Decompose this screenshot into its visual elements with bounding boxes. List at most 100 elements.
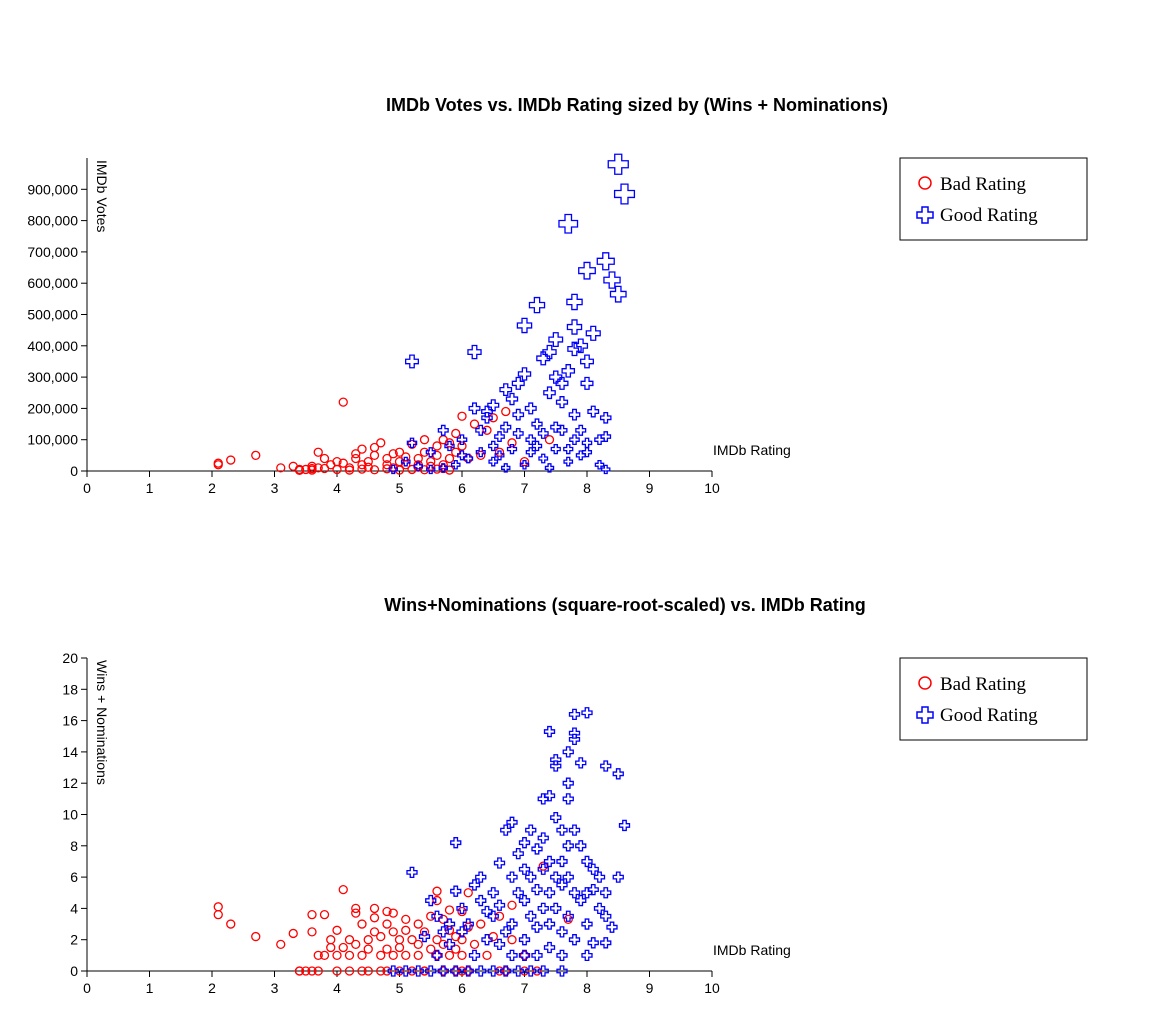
chart1-bad-point bbox=[438, 460, 448, 470]
chart1-good-point bbox=[556, 424, 568, 436]
chart2-bad-point bbox=[438, 939, 448, 950]
chart2-good-point bbox=[500, 824, 512, 836]
chart2-good-point bbox=[481, 934, 493, 946]
chart2-good-point bbox=[562, 793, 574, 805]
chart1-good-point bbox=[468, 402, 481, 415]
chart2-good-point bbox=[493, 899, 506, 911]
chart1-y-tick-label: 0 bbox=[70, 463, 78, 479]
chart2-bad-point bbox=[413, 919, 423, 929]
chart2-good-point bbox=[475, 965, 487, 977]
chart2-bad-point bbox=[251, 931, 261, 942]
chart1-good-point bbox=[594, 434, 605, 446]
chart2-bad-point bbox=[344, 950, 355, 960]
chart2-good-point bbox=[437, 926, 449, 938]
chart1-good-point bbox=[599, 412, 612, 424]
chart2-good-point bbox=[600, 887, 612, 899]
chart1-legend: Bad Rating Good Rating bbox=[899, 157, 1088, 241]
chart1-good-point bbox=[543, 386, 556, 400]
chart2-bad-point bbox=[401, 950, 411, 960]
chart1-good-point bbox=[558, 213, 579, 234]
chart2-bad-point bbox=[288, 928, 298, 939]
chart1-x-tick-label: 2 bbox=[208, 480, 216, 496]
chart2-good-point bbox=[487, 887, 499, 899]
chart2-good-point bbox=[400, 965, 412, 977]
chart1-good-point bbox=[544, 463, 555, 473]
chart1-good-point bbox=[531, 440, 543, 452]
chart2-bad-point bbox=[332, 925, 342, 935]
chart1-good-point bbox=[456, 434, 468, 446]
chart2-good-point bbox=[431, 910, 443, 922]
chart2-good-point bbox=[525, 824, 537, 836]
chart2-y-axis-label: Wins + Nominations bbox=[94, 660, 110, 785]
chart2-good-point bbox=[612, 768, 624, 780]
chart1-good-point bbox=[467, 344, 482, 360]
chart2-bad-point bbox=[376, 966, 386, 976]
chart1-good-point bbox=[594, 459, 605, 470]
chart2-good-point bbox=[537, 902, 549, 915]
chart1-good-point bbox=[494, 450, 505, 461]
chart1-bad-point bbox=[226, 455, 236, 465]
chart2-good-point bbox=[512, 847, 524, 860]
chart2-y-tick-label: 20 bbox=[62, 650, 78, 666]
chart1-good-point bbox=[542, 344, 557, 360]
chart1-good-point bbox=[425, 447, 436, 458]
chart2-good-point bbox=[568, 727, 581, 739]
chart2-bad-point bbox=[351, 939, 361, 950]
chart1-good-point bbox=[578, 261, 596, 280]
chart1-bad-point bbox=[344, 465, 355, 475]
chart1-bad-point bbox=[457, 411, 467, 421]
chart2-good-point bbox=[506, 816, 518, 828]
chart2-bad-point bbox=[494, 911, 505, 921]
chart1-good-point bbox=[437, 424, 449, 436]
chart2-legend-bad-label: Bad Rating bbox=[940, 674, 1027, 695]
chart2-good-point bbox=[518, 894, 531, 907]
chart2-good-point bbox=[581, 918, 593, 930]
chart2-bad-point bbox=[369, 913, 380, 923]
chart2-legend-box bbox=[899, 657, 1088, 741]
chart2-good-point bbox=[450, 965, 462, 977]
chart2-good-point bbox=[550, 811, 562, 824]
chart2-bad-point bbox=[369, 903, 380, 914]
chart2-good-point bbox=[568, 824, 581, 836]
chart1-bad-point bbox=[494, 447, 505, 457]
chart2-good-point bbox=[506, 918, 518, 930]
chart1-good-point bbox=[512, 408, 525, 421]
chart2-bad-point bbox=[401, 925, 411, 935]
chart2-bad-point bbox=[426, 944, 436, 954]
chart2-y-tick-label: 12 bbox=[62, 775, 78, 791]
chart2-bad-point bbox=[332, 950, 342, 960]
chart1-x-tick-label: 4 bbox=[333, 480, 341, 496]
chart2-good-point bbox=[443, 938, 456, 951]
chart2-bad-point bbox=[413, 950, 423, 960]
chart1-good-point bbox=[517, 367, 532, 381]
chart2-good-point bbox=[406, 866, 418, 879]
chart2-bad-point bbox=[344, 966, 355, 976]
chart1-bad-point bbox=[319, 463, 330, 474]
chart1-bad-point bbox=[313, 447, 323, 457]
chart2-x-tick-label: 5 bbox=[396, 980, 404, 996]
chart2-bad-point bbox=[382, 966, 392, 976]
chart1-bad-point bbox=[369, 465, 380, 475]
chart2-good-point bbox=[618, 819, 631, 832]
chart2-bad-point bbox=[276, 939, 286, 950]
chart2-bad-point bbox=[357, 919, 367, 929]
chart2-good-point bbox=[543, 855, 556, 868]
chart1-points bbox=[213, 153, 636, 476]
chart2-good-point bbox=[387, 965, 399, 977]
chart1-bad-point bbox=[213, 458, 223, 468]
chart2-bad-point bbox=[463, 888, 473, 898]
chart2-good-point bbox=[531, 949, 543, 961]
chart1-good-point bbox=[566, 293, 583, 311]
chart2-bad-point bbox=[294, 966, 305, 976]
chart1-bad-point bbox=[376, 438, 386, 448]
chart1-bad-point bbox=[501, 406, 511, 417]
chart1-bad-point bbox=[394, 447, 405, 457]
chart2-bad-point bbox=[432, 950, 442, 960]
chart2-good-point bbox=[481, 905, 493, 918]
chart1-good-point bbox=[528, 296, 546, 314]
chart2-good-point bbox=[575, 757, 587, 769]
chart1-good-point bbox=[505, 392, 519, 406]
chart2-good-point bbox=[443, 918, 456, 930]
